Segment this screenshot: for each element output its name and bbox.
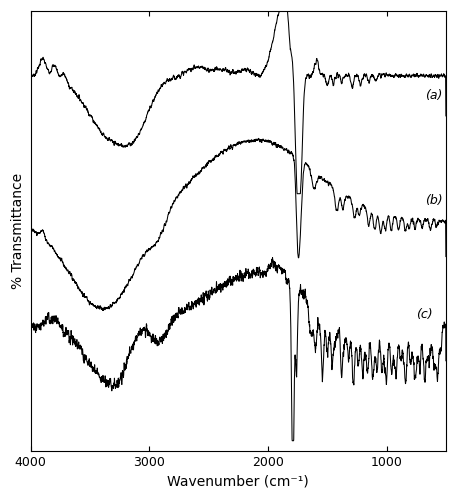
Y-axis label: % Transmittance: % Transmittance bbox=[11, 173, 25, 290]
Text: (a): (a) bbox=[425, 89, 442, 102]
Text: (c): (c) bbox=[416, 308, 433, 322]
X-axis label: Wavenumber (cm⁻¹): Wavenumber (cm⁻¹) bbox=[167, 475, 309, 489]
Text: (b): (b) bbox=[425, 194, 442, 207]
